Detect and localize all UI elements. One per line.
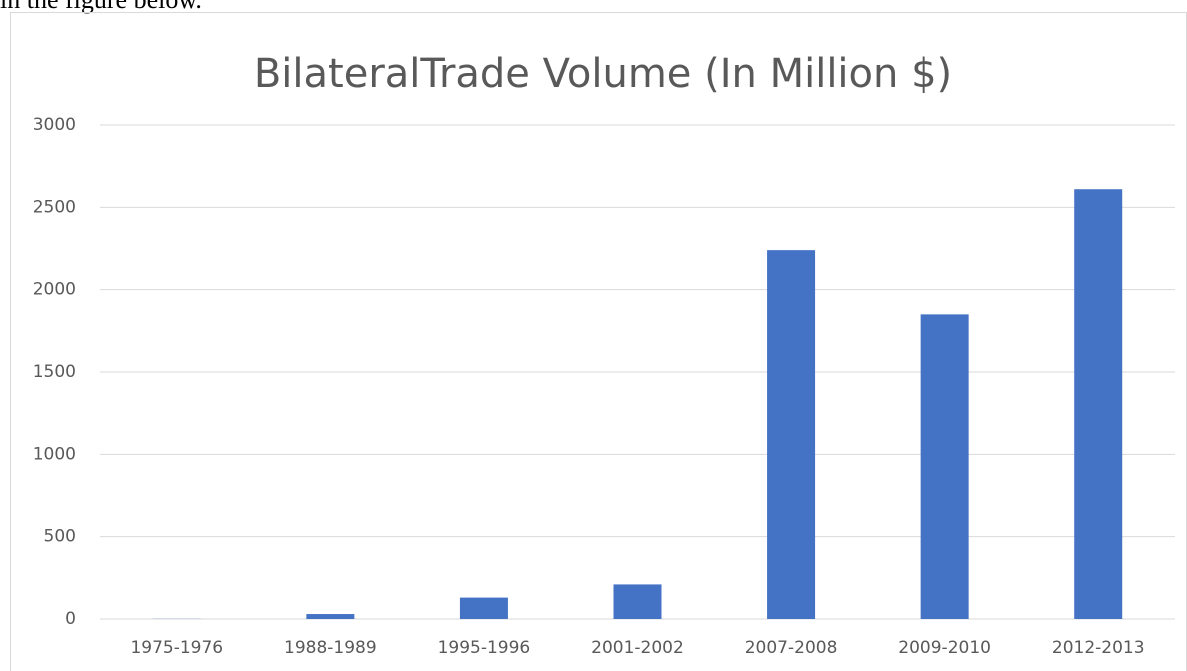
bar [459,597,508,619]
y-tick-label: 500 [44,527,76,547]
x-tick-label: 1988-1989 [284,638,377,658]
x-tick-label: 1975-1976 [130,638,223,658]
x-tick-label: 2001-2002 [591,638,684,658]
x-tick-label: 2009-2010 [898,638,991,658]
y-tick-label: 3000 [33,115,76,135]
y-tick-label: 1000 [33,444,76,464]
y-tick-label: 0 [65,609,76,629]
x-tick-label: 1995-1996 [438,638,531,658]
preceding-text: in the figure below. [0,0,202,14]
x-tick-label: 2012-2013 [1052,638,1145,658]
y-tick-label: 2000 [33,280,76,300]
chart-border [10,12,1187,671]
bar [1074,189,1123,619]
bar [767,250,816,619]
y-tick-label: 1500 [33,362,76,382]
bar [306,614,355,619]
chart-title: BilateralTrade Volume (In Million $) [254,51,952,97]
bar [920,314,969,619]
y-tick-label: 2500 [33,197,76,217]
x-tick-label: 2007-2008 [745,638,838,658]
bar [613,584,662,619]
